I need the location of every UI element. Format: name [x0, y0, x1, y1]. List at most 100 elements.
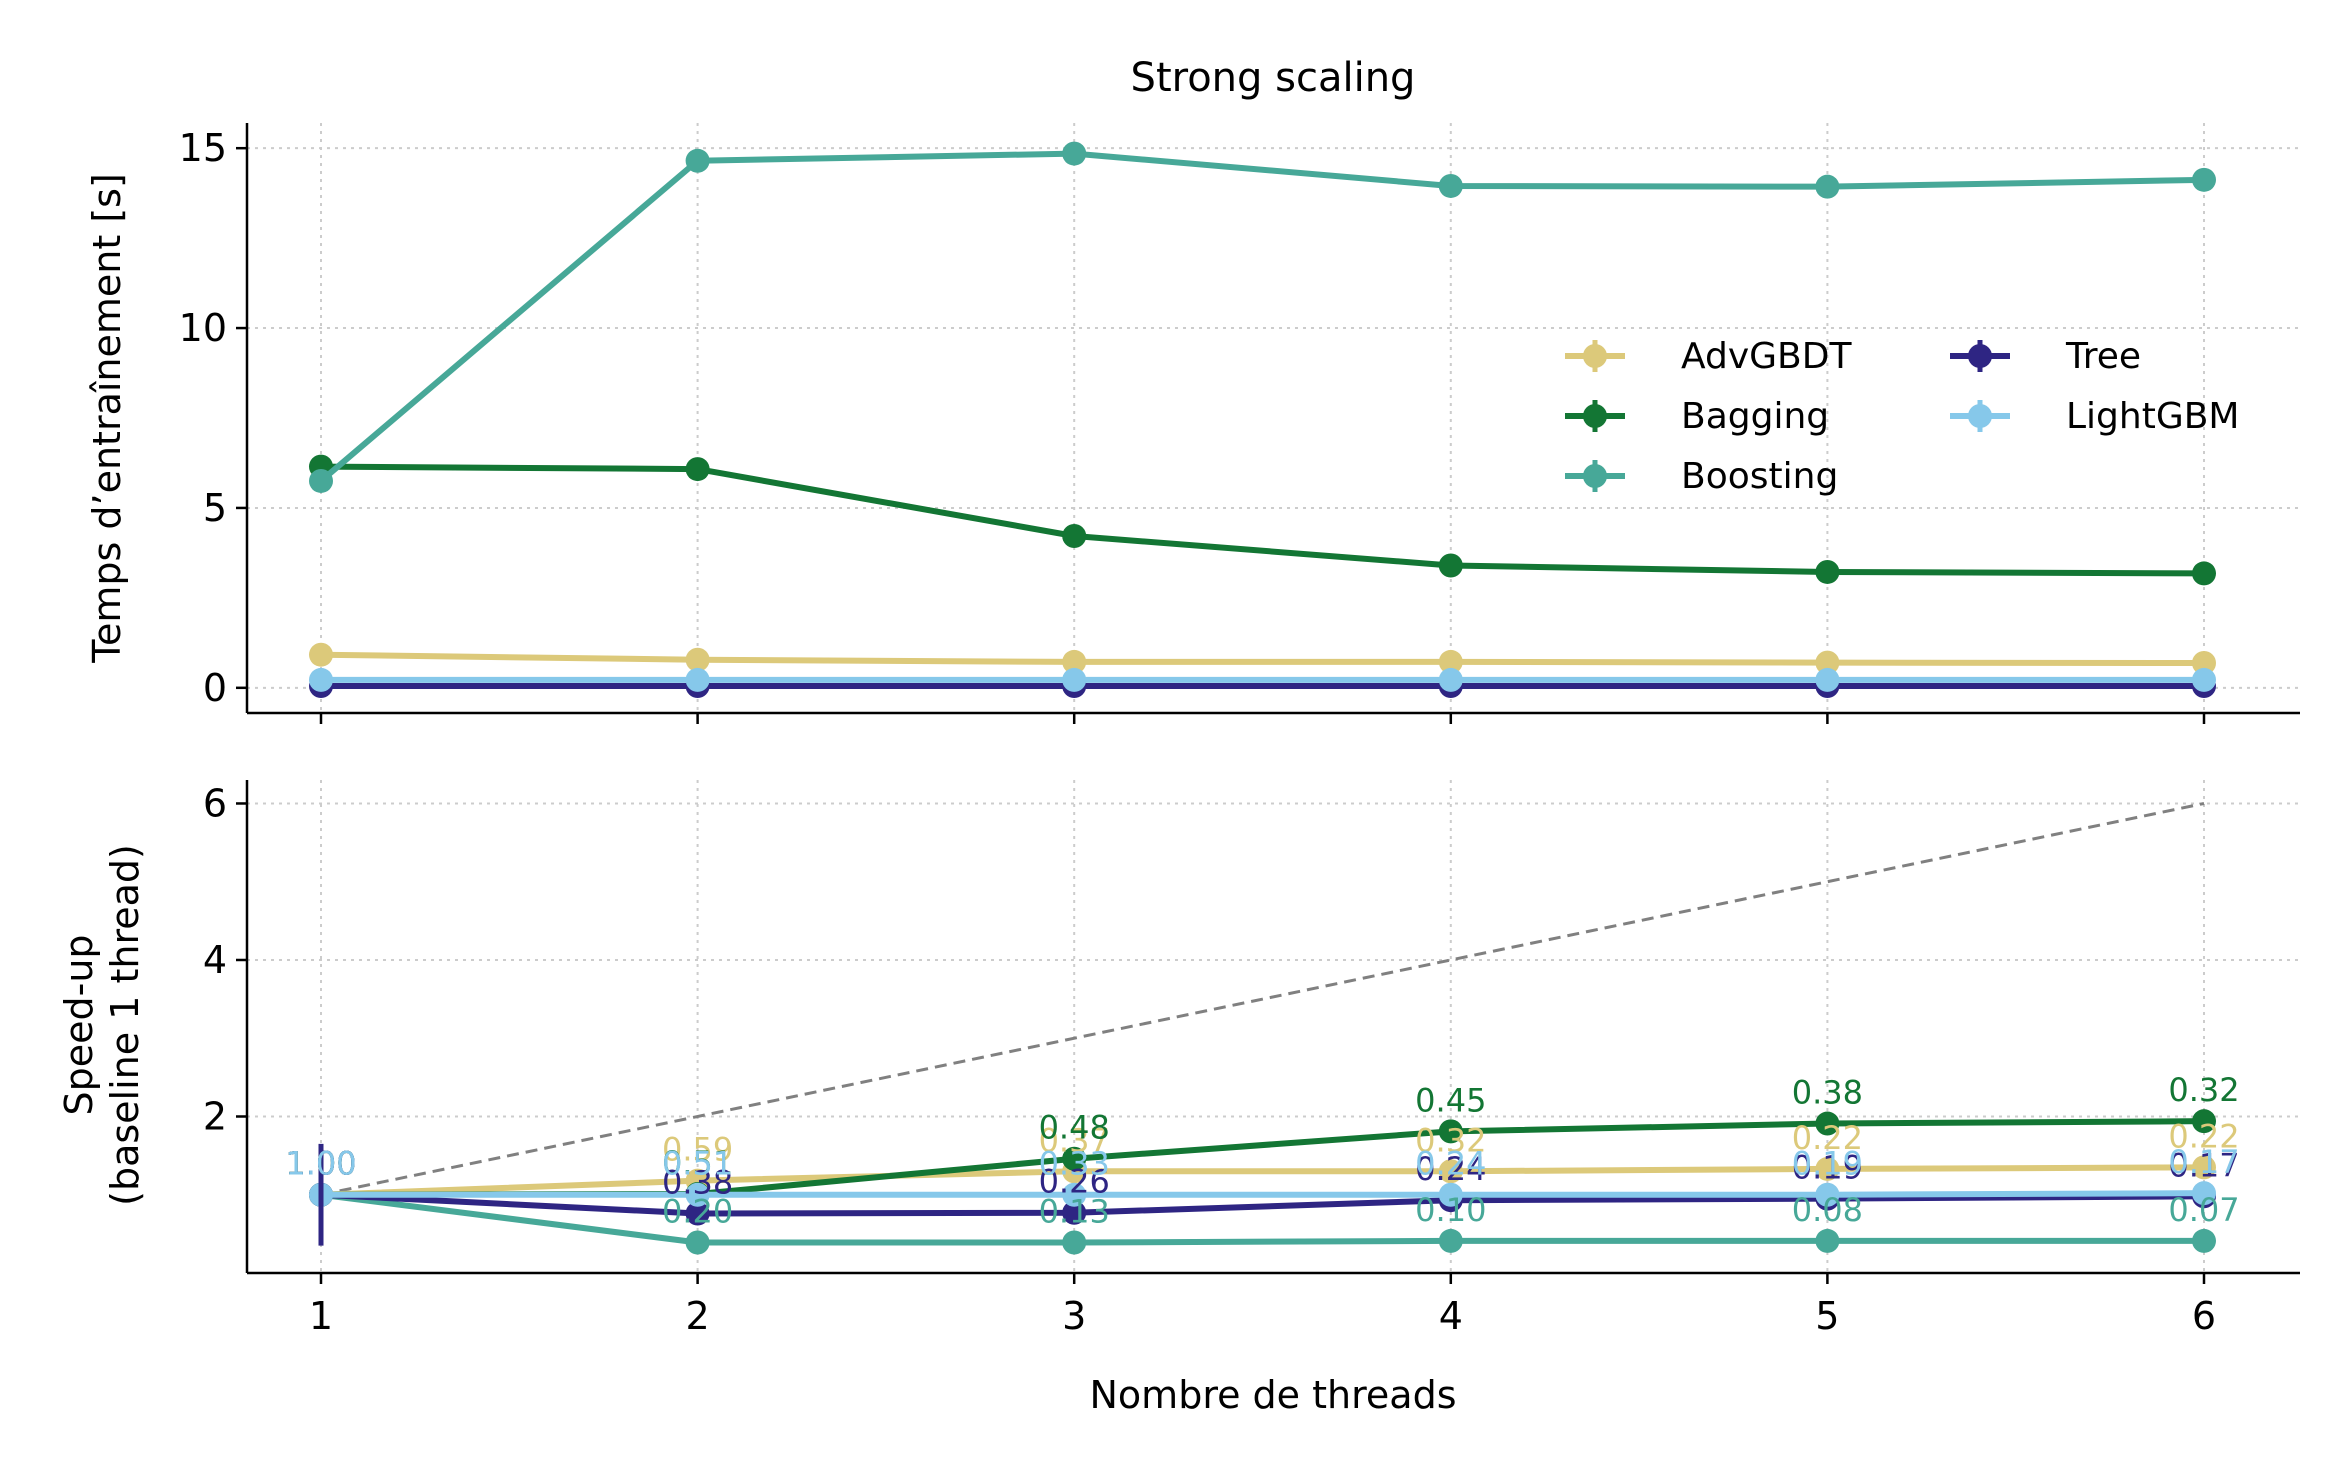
x-axis-label: Nombre de threads	[1090, 1373, 1457, 1417]
top-point-lightgbm-2	[685, 667, 710, 692]
bottom-point-advgbdt-6	[2192, 1155, 2216, 1180]
bottom-value-label-lightgbm-3: 0.33	[1039, 1145, 1110, 1183]
x-tick-label-1: 1	[309, 1294, 333, 1338]
top-point-boosting-2	[685, 148, 710, 173]
bottom-value-label-advgbdt-6: 0.22	[2168, 1117, 2239, 1155]
bottom-y-tick-label-6: 6	[203, 781, 227, 825]
bottom-y-tick-label-2: 2	[203, 1094, 227, 1138]
bottom-point-boosting-5	[1815, 1228, 1840, 1253]
bottom-line-tree	[320, 1191, 2205, 1217]
bottom-value-label-lightgbm-4: 0.24	[1415, 1145, 1486, 1183]
legend-marker-bagging	[1583, 404, 1607, 428]
text-layer: Strong scaling Temps d’entraînement [s] …	[57, 55, 1457, 1417]
bottom-point-lightgbm-3	[1062, 1182, 1087, 1207]
top-point-advgbdt-3	[1062, 649, 1087, 674]
bottom-value-label-tree-1: 1.00	[285, 1145, 356, 1183]
bottom-value-label-bagging-5: 0.38	[1792, 1074, 1863, 1112]
bottom-point-boosting-6	[2192, 1228, 2216, 1253]
top-point-lightgbm-1	[309, 667, 333, 692]
bottom-value-label-lightgbm-6: 0.17	[2168, 1143, 2239, 1181]
bottom-value-label-advgbdt-2: 0.59	[662, 1131, 733, 1169]
top-point-boosting-1	[309, 468, 333, 493]
bottom-value-label-lightgbm-2: 0.51	[662, 1145, 733, 1183]
bottom-value-label-bagging-3: 0.48	[1039, 1109, 1110, 1147]
bottom-point-bagging-6	[2192, 1109, 2216, 1134]
top-point-bagging-4	[1438, 553, 1463, 578]
legend-label-tree: Tree	[2065, 336, 2141, 377]
top-point-bagging-5	[1815, 559, 1840, 584]
bottom-value-label-bagging-2: 0.51	[662, 1144, 733, 1182]
bottom-point-boosting-4	[1438, 1228, 1463, 1253]
top-point-lightgbm-5	[1815, 667, 1840, 692]
top-line-bagging	[320, 463, 2205, 577]
bottom-value-label-boosting-3: 0.13	[1039, 1192, 1110, 1230]
top-point-advgbdt-4	[1438, 649, 1463, 674]
top-y-tick-label-10: 10	[179, 306, 227, 350]
bottom-value-label-advgbdt-5: 0.22	[1792, 1119, 1863, 1157]
ideal-speedup-layer	[320, 802, 2205, 1197]
legend-marker-tree	[1968, 344, 1992, 368]
bottom-point-boosting-2	[685, 1230, 710, 1255]
bottom-point-bagging-3	[1062, 1146, 1087, 1171]
bottom-value-label-bagging-1: 1.00	[285, 1145, 356, 1183]
bottom-value-label-advgbdt-3: 0.37	[1039, 1121, 1110, 1159]
bottom-value-label-boosting-5: 0.08	[1792, 1191, 1863, 1229]
x-tick-label-5: 5	[1815, 1294, 1839, 1338]
x-tick-label-3: 3	[1062, 1294, 1086, 1338]
legend-marker-lightgbm	[1968, 404, 1992, 428]
bottom-y-tick-label-4: 4	[203, 938, 227, 982]
bottom-value-label-advgbdt-1: 1.00	[285, 1145, 356, 1183]
top-point-boosting-6	[2192, 167, 2216, 192]
bottom-value-label-advgbdt-4: 0.32	[1415, 1121, 1486, 1159]
top-y-axis-label: Temps d’entraînement [s]	[85, 173, 129, 664]
bottom-point-lightgbm-6	[2192, 1181, 2216, 1206]
legend-label-lightgbm: LightGBM	[2066, 396, 2240, 437]
top-point-lightgbm-4	[1438, 667, 1463, 692]
top-point-advgbdt-2	[685, 647, 710, 672]
bottom-point-advgbdt-5	[1815, 1156, 1840, 1181]
grid-layer	[247, 123, 2300, 1273]
bottom-point-lightgbm-5	[1815, 1182, 1840, 1207]
chart-title: Strong scaling	[1131, 55, 1416, 101]
top-point-boosting-3	[1062, 141, 1087, 166]
top-y-tick-label-5: 5	[203, 486, 227, 530]
top-point-boosting-4	[1438, 173, 1463, 198]
bottom-value-label-tree-5: 0.19	[1792, 1149, 1863, 1187]
top-point-lightgbm-6	[2192, 667, 2216, 692]
series-layer	[309, 141, 2216, 1255]
bottom-point-tree-2	[685, 1201, 710, 1226]
legend-marker-boosting	[1583, 464, 1607, 488]
top-point-bagging-6	[2192, 561, 2216, 586]
bottom-value-label-tree-2: 0.38	[662, 1164, 733, 1202]
legend: AdvGBDT Bagging Boosting Tree LightGBM	[1565, 336, 2240, 497]
top-point-bagging-3	[1062, 524, 1087, 548]
top-y-tick-label-0: 0	[203, 666, 227, 710]
bottom-point-lightgbm-4	[1438, 1182, 1463, 1207]
top-y-tick-label-15: 15	[179, 126, 227, 170]
bottom-value-label-boosting-6: 0.07	[2168, 1191, 2239, 1229]
bottom-point-advgbdt-4	[1438, 1159, 1463, 1184]
top-point-bagging-2	[685, 457, 710, 482]
axes-layer: 0 5 10 15 2 4 6 1 2 3 4 5 6	[179, 123, 2300, 1338]
top-point-advgbdt-1	[309, 642, 333, 667]
bottom-value-label-bagging-4: 0.45	[1415, 1081, 1486, 1119]
bottom-point-tree-3	[1062, 1200, 1087, 1225]
top-line-advgbdt	[320, 651, 2205, 666]
bottom-value-label-boosting-2: 0.20	[662, 1192, 733, 1230]
bottom-point-bagging-5	[1815, 1111, 1840, 1136]
ideal-speedup-line	[320, 802, 2205, 1197]
top-point-advgbdt-5	[1815, 650, 1840, 675]
top-point-lightgbm-3	[1062, 667, 1087, 692]
bottom-point-lightgbm-2	[685, 1182, 710, 1207]
bottom-point-bagging-4	[1438, 1119, 1463, 1144]
legend-marker-advgbdt	[1583, 344, 1607, 368]
bottom-value-label-boosting-1: 1.00	[285, 1145, 356, 1183]
legend-label-advgbdt: AdvGBDT	[1681, 336, 1852, 377]
bottom-value-label-lightgbm-5: 0.19	[1792, 1145, 1863, 1183]
bottom-line-lightgbm	[321, 1190, 2205, 1198]
legend-label-boosting: Boosting	[1681, 456, 1838, 497]
top-line-boosting	[319, 150, 2205, 484]
bottom-value-label-bagging-6: 0.32	[2168, 1071, 2239, 1109]
bottom-line-advgbdt	[320, 1164, 2205, 1198]
